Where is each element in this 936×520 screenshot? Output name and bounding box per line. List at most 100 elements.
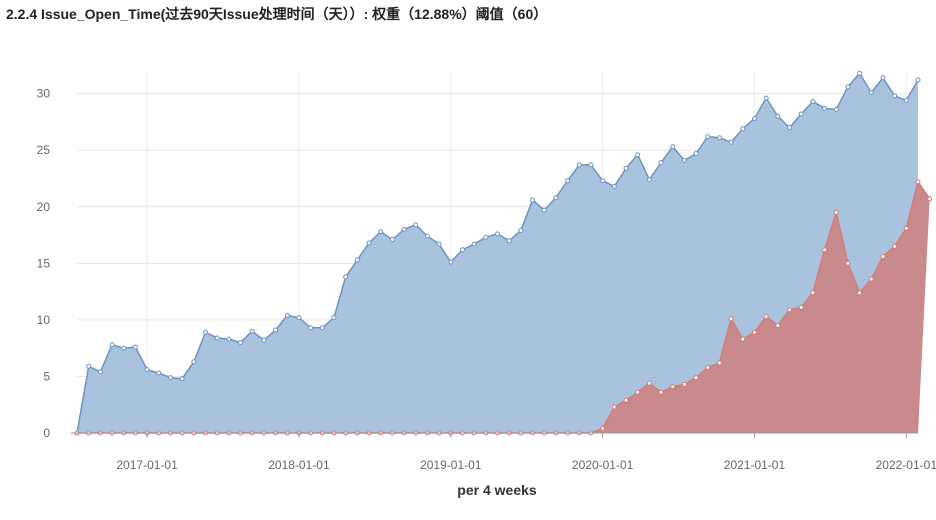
series-blue-point[interactable]: [144, 367, 150, 373]
series-blue-point[interactable]: [261, 337, 267, 343]
series-red-point[interactable]: [868, 276, 874, 282]
series-blue-point[interactable]: [763, 95, 769, 101]
series-blue-point[interactable]: [249, 328, 255, 334]
series-blue-point[interactable]: [319, 325, 325, 331]
series-blue-point[interactable]: [389, 237, 395, 243]
series-blue-point[interactable]: [401, 226, 407, 232]
series-red-point[interactable]: [611, 404, 617, 410]
series-blue-point[interactable]: [588, 162, 594, 168]
series-red-point[interactable]: [740, 336, 746, 342]
series-blue-point[interactable]: [857, 70, 863, 76]
series-blue-point[interactable]: [506, 238, 512, 244]
series-red-point[interactable]: [646, 380, 652, 386]
series-red-point[interactable]: [716, 360, 722, 366]
series-blue-point[interactable]: [424, 233, 430, 239]
series-blue-point[interactable]: [775, 113, 781, 119]
series-blue-point[interactable]: [822, 105, 828, 111]
series-blue-point[interactable]: [471, 241, 477, 247]
series-red-point[interactable]: [658, 389, 664, 395]
series-blue-point[interactable]: [214, 335, 220, 341]
series-blue-point[interactable]: [623, 165, 629, 171]
series-blue-point[interactable]: [892, 93, 898, 99]
series-blue-point[interactable]: [530, 197, 536, 203]
series-blue-point[interactable]: [693, 151, 699, 157]
series-blue-point[interactable]: [191, 359, 197, 365]
series-red-point[interactable]: [787, 307, 793, 313]
series-blue-point[interactable]: [448, 259, 454, 265]
series-red-point[interactable]: [927, 196, 933, 202]
series-blue-point[interactable]: [565, 178, 571, 184]
series-red-point[interactable]: [728, 316, 734, 322]
series-blue-point[interactable]: [903, 97, 909, 103]
series-blue-point[interactable]: [273, 327, 279, 333]
series-blue-point[interactable]: [331, 315, 337, 321]
series-blue-point[interactable]: [179, 376, 185, 382]
series-blue-point[interactable]: [833, 106, 839, 112]
series-blue-point[interactable]: [740, 126, 746, 132]
series-blue-point[interactable]: [798, 111, 804, 117]
series-blue-point[interactable]: [413, 222, 419, 228]
series-blue-point[interactable]: [915, 77, 921, 83]
series-red-point[interactable]: [810, 290, 816, 296]
series-blue-point[interactable]: [366, 240, 372, 246]
series-blue-point[interactable]: [167, 375, 173, 381]
series-red-point[interactable]: [833, 209, 839, 215]
series-blue-point[interactable]: [238, 340, 244, 345]
series-red-point[interactable]: [751, 329, 757, 335]
series-red-point[interactable]: [775, 323, 781, 329]
series-red-point[interactable]: [915, 179, 921, 185]
series-blue-point[interactable]: [845, 84, 851, 90]
series-blue-point[interactable]: [436, 241, 442, 247]
series-red-point[interactable]: [600, 425, 606, 431]
series-blue-point[interactable]: [658, 160, 664, 166]
series-red-point[interactable]: [857, 290, 863, 296]
series-blue-point[interactable]: [495, 231, 500, 237]
series-blue-point[interactable]: [880, 75, 886, 81]
series-red-point[interactable]: [763, 313, 769, 319]
series-blue-point[interactable]: [728, 139, 734, 145]
series-red-point[interactable]: [681, 381, 687, 387]
series-red-point[interactable]: [705, 364, 711, 370]
series-blue-point[interactable]: [670, 144, 676, 150]
series-blue-point[interactable]: [378, 229, 384, 235]
series-blue-point[interactable]: [308, 325, 314, 331]
series-red-point[interactable]: [903, 225, 909, 231]
series-blue-point[interactable]: [483, 234, 489, 240]
series-blue-point[interactable]: [226, 336, 232, 342]
series-blue-point[interactable]: [810, 99, 816, 105]
series-red-point[interactable]: [880, 254, 886, 260]
series-red-point[interactable]: [845, 260, 851, 266]
series-blue-point[interactable]: [611, 183, 617, 189]
series-red-point[interactable]: [892, 243, 898, 249]
series-blue-point[interactable]: [541, 207, 547, 213]
series-blue-point[interactable]: [787, 125, 793, 131]
series-blue-point[interactable]: [635, 152, 641, 158]
series-blue-point[interactable]: [156, 370, 162, 376]
series-blue-point[interactable]: [86, 363, 92, 369]
series-blue-point[interactable]: [284, 312, 290, 318]
series-blue-point[interactable]: [518, 228, 524, 234]
series-blue-point[interactable]: [121, 345, 127, 351]
series-blue-point[interactable]: [600, 178, 606, 184]
series-red-point[interactable]: [623, 397, 629, 403]
series-blue-point[interactable]: [296, 315, 302, 321]
series-blue-point[interactable]: [868, 89, 874, 95]
series-red-point[interactable]: [798, 304, 804, 310]
series-blue-point[interactable]: [681, 157, 687, 163]
series-blue-point[interactable]: [646, 177, 652, 183]
series-red-point[interactable]: [693, 375, 699, 381]
series-red-point[interactable]: [670, 384, 676, 390]
series-blue-point[interactable]: [97, 369, 103, 375]
series-blue-point[interactable]: [459, 247, 465, 253]
series-red-point[interactable]: [822, 247, 828, 253]
series-red-point[interactable]: [635, 389, 641, 395]
series-blue-point[interactable]: [716, 135, 722, 141]
series-blue-point[interactable]: [576, 162, 582, 168]
series-blue-point[interactable]: [343, 274, 349, 280]
series-blue-point[interactable]: [354, 257, 360, 263]
series-blue-point[interactable]: [109, 342, 115, 348]
series-blue-point[interactable]: [705, 134, 711, 140]
series-blue-point[interactable]: [553, 195, 559, 201]
series-blue-point[interactable]: [751, 116, 757, 122]
series-blue-point[interactable]: [202, 329, 208, 335]
